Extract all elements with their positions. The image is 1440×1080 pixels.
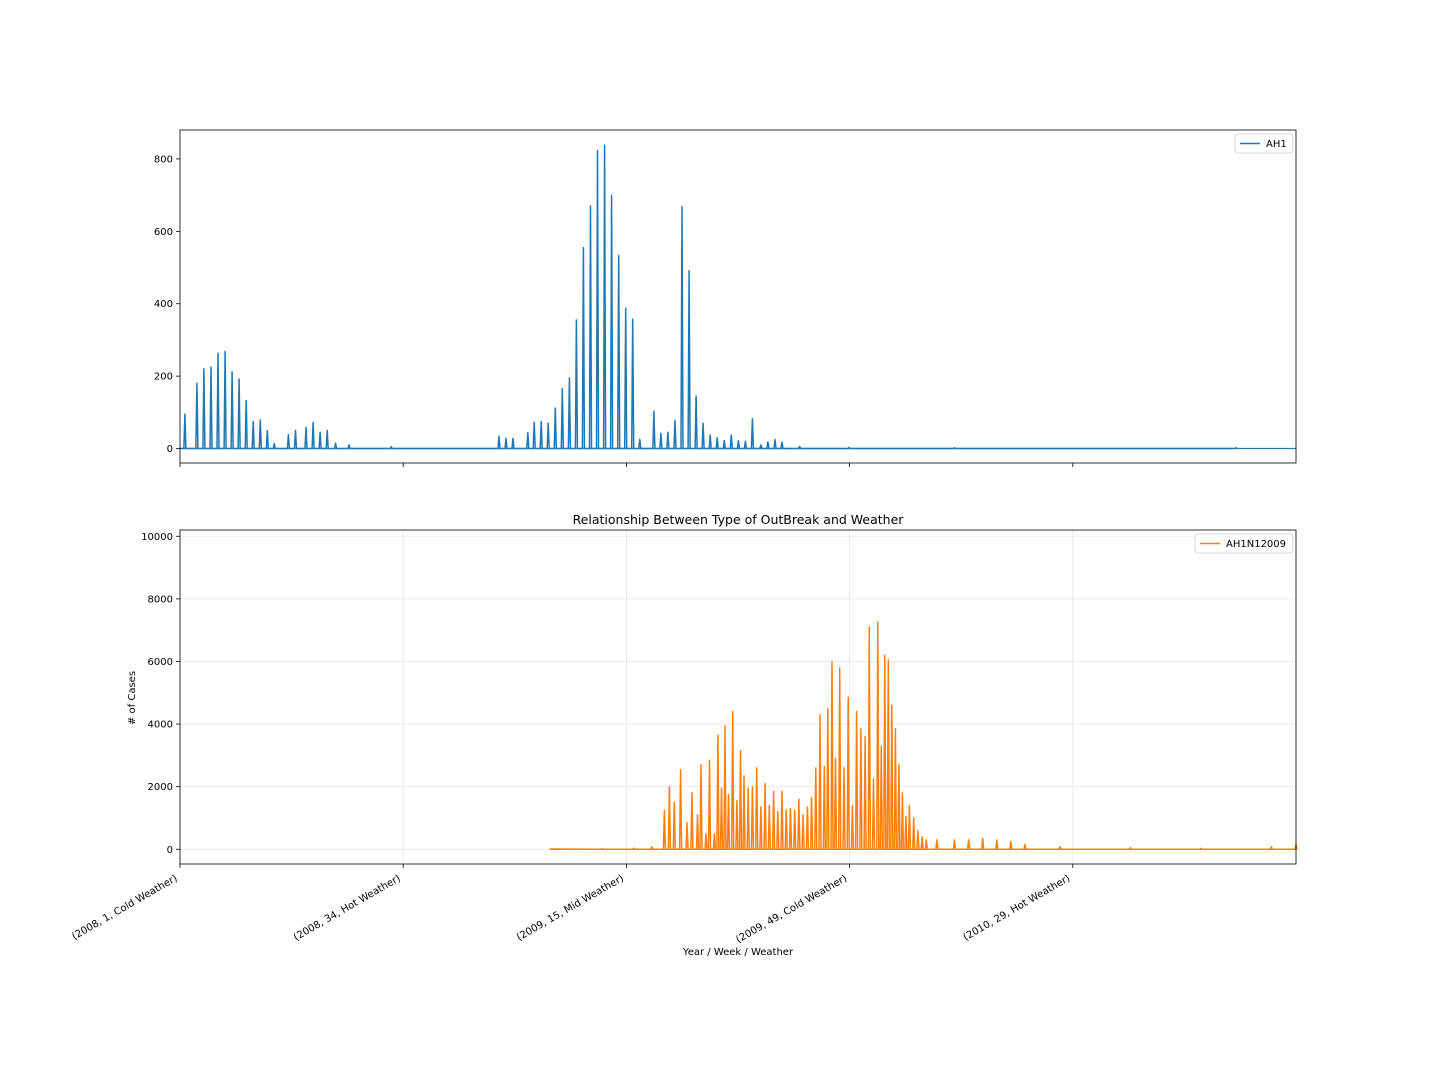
x-tick-label: (2008, 34, Hot Weather) xyxy=(292,873,403,943)
y-tick-label: 200 xyxy=(154,372,173,383)
chart-title: Relationship Between Type of OutBreak an… xyxy=(573,512,905,527)
y-tick-label: 10000 xyxy=(141,532,173,543)
x-tick-label: (2008, 1, Cold Weather) xyxy=(70,873,179,942)
y-tick-label: 800 xyxy=(154,154,173,165)
x-tick-label: (2009, 15, Mid Weather) xyxy=(515,873,626,943)
axes-frame xyxy=(179,129,1297,464)
y-tick-label: 8000 xyxy=(148,594,173,605)
legend-label: AH1N12009 xyxy=(1226,539,1286,550)
y-tick-label: 0 xyxy=(167,444,173,455)
y-tick-label: 600 xyxy=(154,227,173,238)
y-tick-label: 6000 xyxy=(148,657,173,668)
series-line-ah1 xyxy=(180,144,1238,450)
legend-box xyxy=(1234,133,1294,154)
y-tick-label: 2000 xyxy=(148,782,173,793)
axes-frame xyxy=(179,529,1297,865)
x-tick-label: (2009, 49, Cold Weather) xyxy=(734,873,849,946)
legend-box xyxy=(1194,533,1294,554)
x-axis-label: Year / Week / Weather xyxy=(682,947,794,958)
x-tick-label: (2010, 29, Hot Weather) xyxy=(962,873,1073,943)
y-tick-label: 0 xyxy=(167,845,173,856)
axes-bottom: AH1N12009 0 2000 4000 6000 8000 10000 (2008, 1,… xyxy=(70,529,1298,946)
y-axis-label: # of Cases xyxy=(127,671,138,725)
y-tick-label: 400 xyxy=(154,299,173,310)
y-tick-label: 4000 xyxy=(148,720,173,731)
series-line-ah1n12009 xyxy=(549,621,1298,851)
axes-top: AH1 0 200 400 600 800 xyxy=(154,129,1297,467)
legend-label: AH1 xyxy=(1266,139,1287,150)
